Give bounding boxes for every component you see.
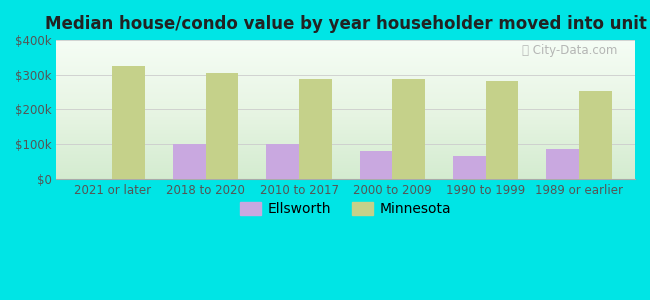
Bar	[486, 81, 518, 179]
Bar	[453, 156, 486, 179]
Bar	[579, 91, 612, 179]
Bar	[359, 151, 393, 179]
Bar	[299, 79, 332, 179]
Bar	[173, 144, 206, 179]
Title: Median house/condo value by year householder moved into unit: Median house/condo value by year househo…	[45, 15, 647, 33]
Bar	[393, 79, 425, 179]
Bar	[547, 149, 579, 179]
Bar	[112, 66, 145, 179]
Bar	[206, 73, 239, 179]
Legend: Ellsworth, Minnesota: Ellsworth, Minnesota	[235, 197, 457, 222]
Text: ⓘ City-Data.com: ⓘ City-Data.com	[522, 44, 618, 57]
Bar	[266, 144, 299, 179]
